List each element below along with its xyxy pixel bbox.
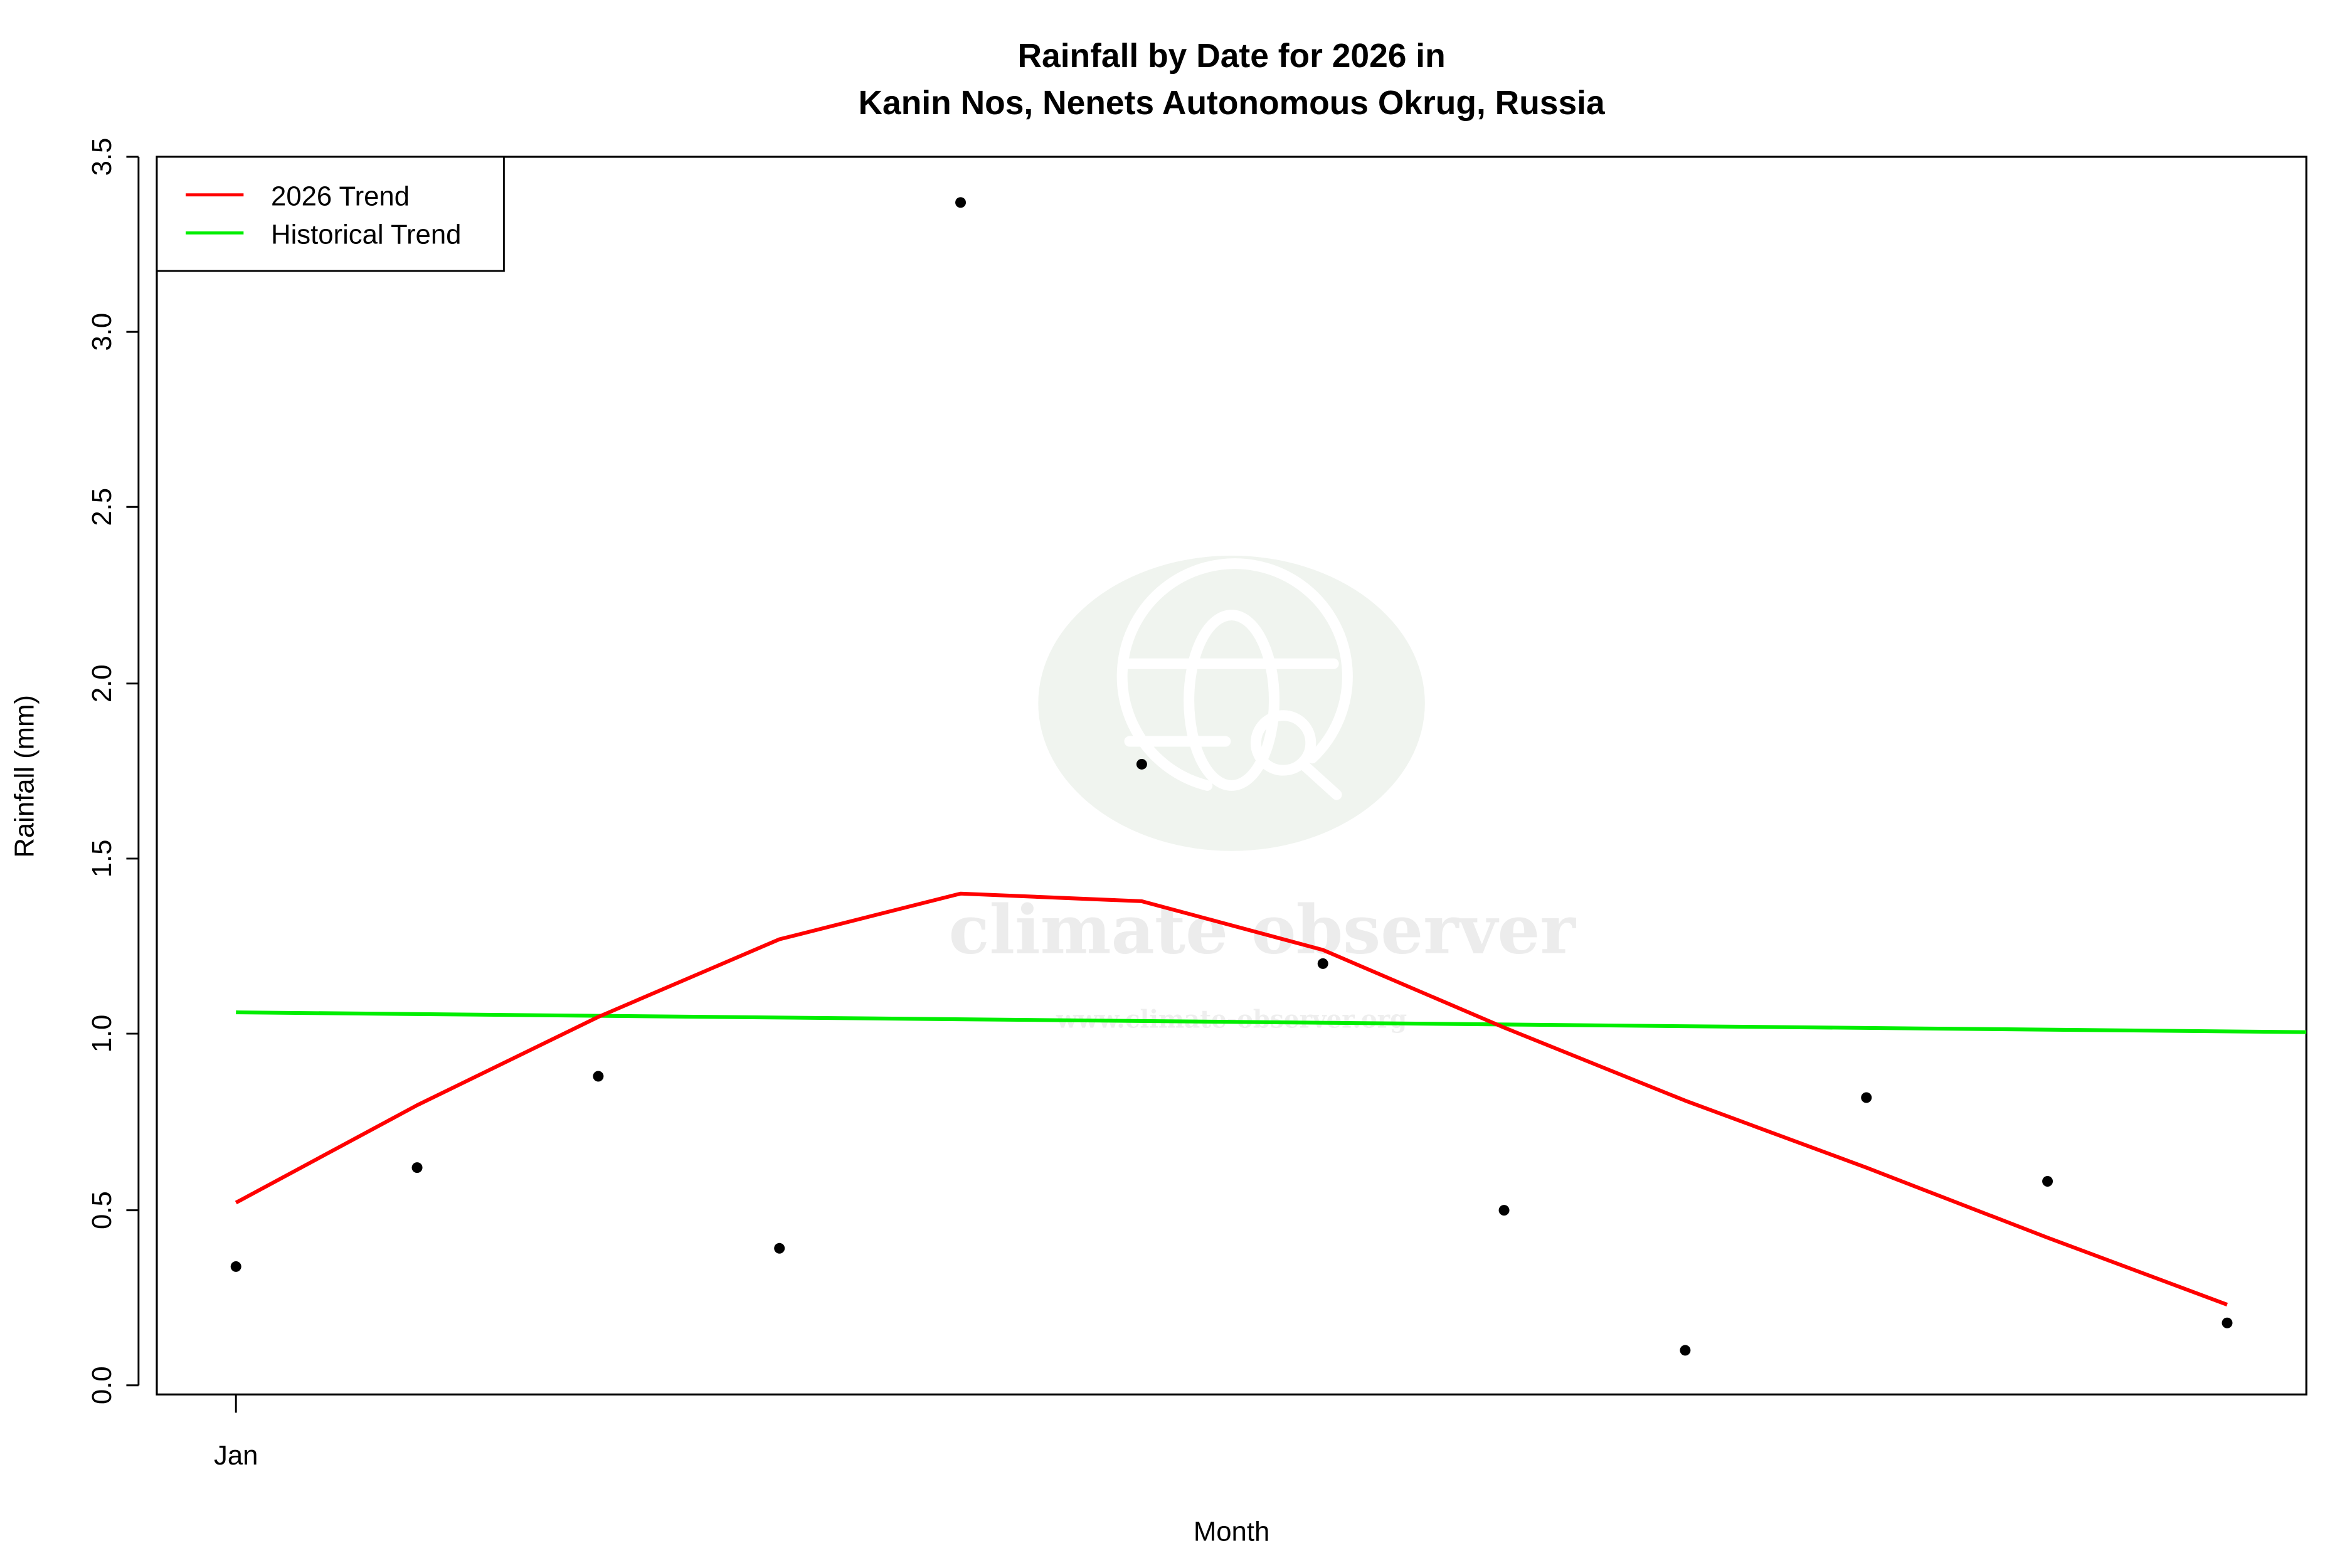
legend-label-historical-trend: Historical Trend bbox=[271, 219, 461, 250]
data-points bbox=[230, 197, 2233, 1356]
y-axis bbox=[126, 156, 140, 1387]
x-tick-label: Jan bbox=[214, 1440, 258, 1471]
y-tick-label: 0.0 bbox=[87, 1366, 117, 1404]
y-tick-label: 3.0 bbox=[87, 313, 117, 351]
data-point-oct bbox=[1861, 1092, 1872, 1103]
watermark: climate observer www.climate-observer.or… bbox=[949, 555, 1577, 1034]
watermark-brand: climate observer bbox=[949, 891, 1577, 969]
historical-trend-line bbox=[236, 1010, 2307, 1034]
y-tick-labels: 0.0 0.5 1.0 1.5 2.0 2.5 3.0 3.5 bbox=[87, 138, 117, 1404]
legend-label-2026-trend: 2026 Trend bbox=[271, 181, 410, 212]
y-tick-label: 2.5 bbox=[87, 488, 117, 526]
y-tick-label: 0.5 bbox=[87, 1191, 117, 1229]
y-tick-label: 1.0 bbox=[87, 1015, 117, 1053]
plot-frame bbox=[156, 156, 2307, 1396]
legend-box bbox=[156, 156, 505, 272]
chart-subtitle: Kanin Nos, Nenets Autonomous Okrug, Russ… bbox=[858, 85, 1606, 122]
data-point-nov bbox=[2042, 1176, 2053, 1187]
data-point-jul bbox=[1317, 958, 1328, 969]
data-point-mar bbox=[593, 1071, 604, 1082]
watermark-ellipse bbox=[1038, 555, 1425, 851]
data-point-apr bbox=[774, 1242, 785, 1254]
data-point-feb bbox=[411, 1162, 423, 1173]
y-tick-label: 3.5 bbox=[87, 138, 117, 176]
y-tick-label: 1.5 bbox=[87, 840, 117, 878]
trend-2026-line bbox=[235, 891, 2228, 1306]
data-point-sep bbox=[1680, 1345, 1691, 1356]
data-point-jan bbox=[230, 1261, 241, 1272]
data-point-may bbox=[955, 197, 967, 208]
chart-title: Rainfall by Date for 2026 in bbox=[1017, 38, 1445, 75]
data-point-aug bbox=[1498, 1205, 1510, 1216]
data-point-jun bbox=[1136, 758, 1147, 770]
y-axis-label: Rainfall (mm) bbox=[9, 695, 40, 858]
legend: 2026 Trend Historical Trend bbox=[156, 156, 505, 272]
y-tick-label: 2.0 bbox=[87, 664, 117, 702]
x-axis-label: Month bbox=[1194, 1516, 1269, 1547]
globe-search-icon bbox=[1116, 558, 1353, 800]
data-point-dec bbox=[2222, 1317, 2233, 1328]
